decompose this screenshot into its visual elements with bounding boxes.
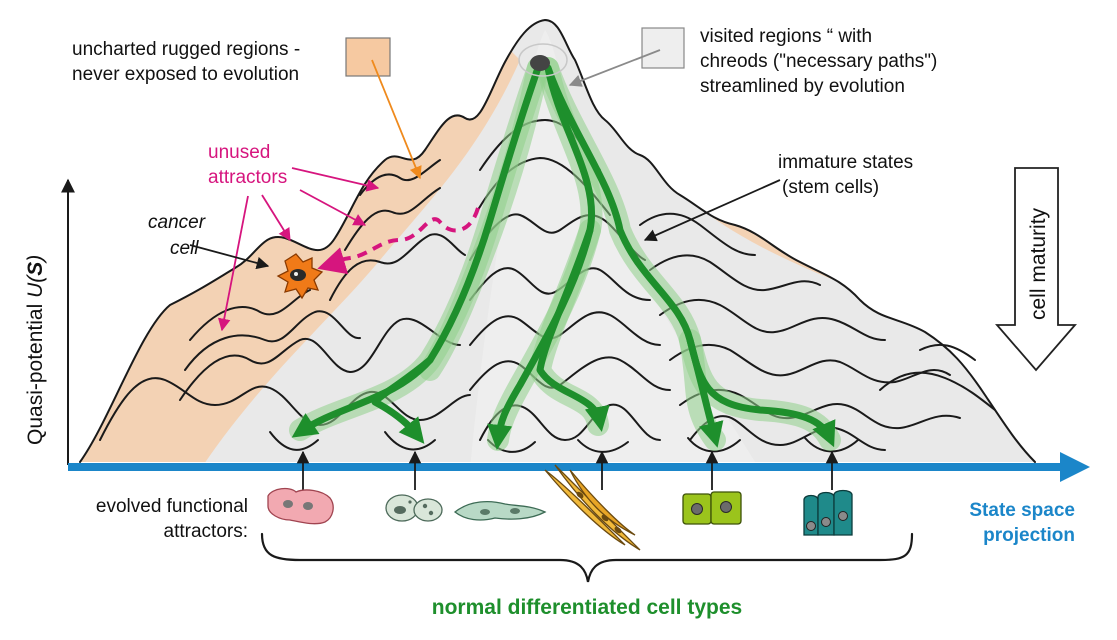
chreod-paths <box>289 57 841 451</box>
uncharted-annotation: uncharted rugged regions - never exposed… <box>72 37 422 180</box>
pink-cell-cluster-icon <box>267 487 334 525</box>
visited-label-line-3: streamlined by evolution <box>700 76 905 97</box>
attractor-pointer-arrows <box>296 450 839 490</box>
state-space-label-line-1: State space <box>969 500 1075 521</box>
cancer-cell-annotation: cancer cell <box>148 212 324 300</box>
uncharted-legend-swatch <box>345 37 391 77</box>
normal-cell-types-label: normal differentiated cell types <box>432 596 742 619</box>
visited-label-line-2: chreods ("necessary paths") <box>700 51 937 72</box>
state-space-axis <box>68 452 1090 482</box>
attractor-well-1 <box>269 431 319 451</box>
cancer-label-line-2: cell <box>170 238 199 259</box>
spindle-cells-icon <box>544 464 641 551</box>
grouping-brace <box>260 532 914 583</box>
mountain-outline <box>79 19 1036 463</box>
cell-type-icons <box>267 464 853 551</box>
uncharted-label-line-2: never exposed to evolution <box>72 64 299 85</box>
stem-cell-ball <box>518 43 568 77</box>
state-space-annotation: State space projection <box>969 500 1075 546</box>
visited-annotation: visited regions “ with chreods ("necessa… <box>568 26 937 97</box>
attractor-well-2 <box>384 431 436 451</box>
cancer-label-line-1: cancer <box>148 212 206 233</box>
uncharted-label-line-1: uncharted rugged regions - <box>72 39 300 60</box>
visited-legend-swatch <box>641 27 685 69</box>
evolved-label-line-1: evolved functional <box>96 496 248 517</box>
chreod-path-5 <box>544 64 836 448</box>
unused-label-line-2: attractors <box>208 167 287 188</box>
immature-states-annotation: immature states (stem cells) <box>643 152 913 242</box>
green-cuboidal-cells-icon <box>682 491 742 525</box>
evolved-label-line-2: attractors: <box>164 521 248 542</box>
unused-label-line-1: unused <box>208 142 270 163</box>
immature-label-line-2: (stem cells) <box>782 177 879 198</box>
flat-cells-icon <box>453 500 547 521</box>
state-space-label-line-2: projection <box>983 525 1075 546</box>
chreod-path-2 <box>371 356 434 444</box>
visited-label-line-1: visited regions “ with <box>700 26 872 47</box>
teal-columnar-cells-icon <box>803 489 853 536</box>
granular-cell-icon <box>385 494 443 522</box>
evolved-attractors-annotation: evolved functional attractors: <box>96 496 248 542</box>
cell-maturity-arrow: cell maturity <box>995 167 1077 372</box>
chreod-path-6 <box>686 336 724 448</box>
cancer-trajectory <box>317 207 480 275</box>
chreod-path-4 <box>536 226 610 432</box>
immature-label-line-1: immature states <box>778 152 913 173</box>
chreod-path-1 <box>291 64 542 438</box>
cancer-cell-icon <box>276 253 324 300</box>
cell-maturity-label: cell maturity <box>1027 207 1050 320</box>
y-axis-label: Quasi-potential U(S) <box>24 255 47 445</box>
unused-attractors-annotation: unused attractors <box>208 142 380 332</box>
